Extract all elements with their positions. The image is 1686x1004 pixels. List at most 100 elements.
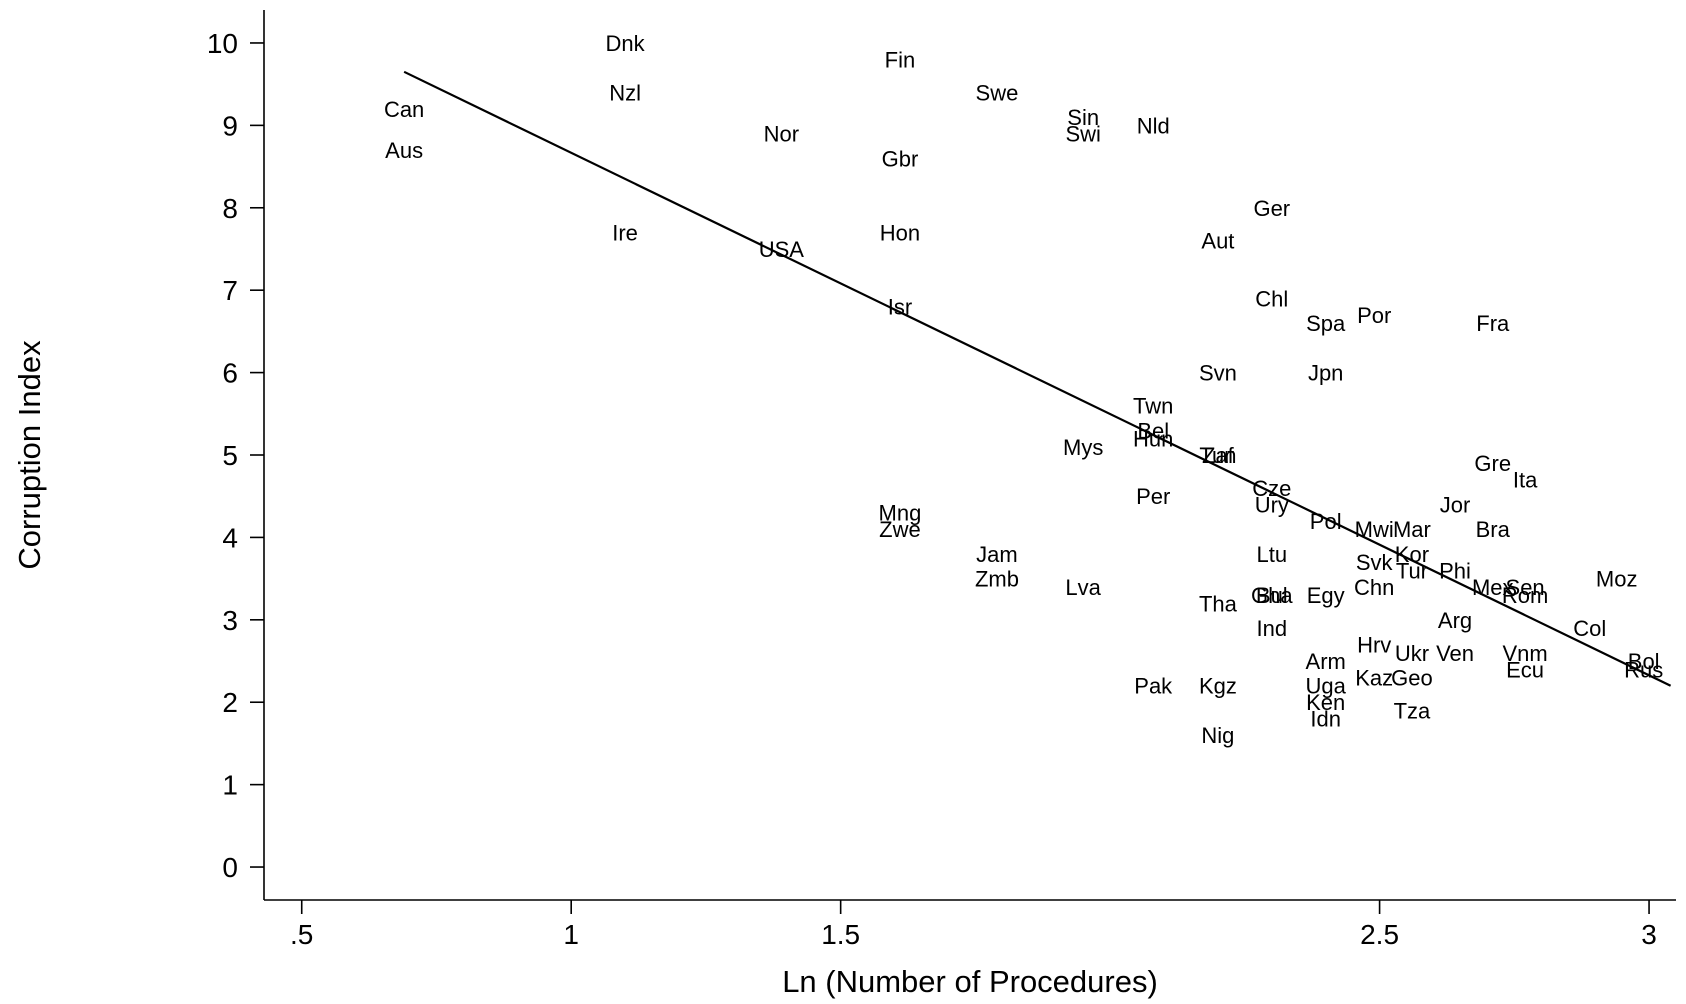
data-point-label: Ind [1257, 616, 1288, 641]
data-point-label: Sen [1506, 575, 1545, 600]
y-tick-label: 4 [222, 522, 238, 553]
data-point-label: Sin [1067, 105, 1099, 130]
data-point-label: Egy [1307, 583, 1345, 608]
data-point-label: Mar [1393, 517, 1431, 542]
data-point-label: Kgz [1199, 674, 1237, 699]
data-point-label: Kor [1395, 542, 1429, 567]
data-point-label: Moz [1596, 567, 1638, 592]
data-point-label: Gbr [882, 146, 919, 171]
data-point-label: Ltu [1257, 542, 1288, 567]
data-point-label: Swi [1065, 122, 1100, 147]
data-point-label: Swe [976, 80, 1019, 105]
data-point-label: Hon [880, 221, 920, 246]
data-point-label: USA [759, 237, 805, 262]
data-point-label: Nig [1201, 723, 1234, 748]
data-point-label: Zwe [879, 517, 921, 542]
data-point-label: Isr [888, 295, 912, 320]
data-point-label: Arm [1306, 649, 1346, 674]
data-point-label: Ury [1255, 492, 1289, 517]
data-point-label: Pol [1310, 509, 1342, 534]
data-point-label: Vnm [1502, 641, 1547, 666]
data-point-label: Bul [1256, 583, 1288, 608]
data-point-label: Rom [1502, 583, 1548, 608]
data-point-label: Uga [1306, 674, 1347, 699]
data-point-label: Fra [1476, 311, 1510, 336]
data-point-label: Por [1357, 303, 1391, 328]
data-point-label: Nor [764, 122, 799, 147]
data-point-label: Bra [1476, 517, 1511, 542]
data-point-label: Ecu [1506, 657, 1544, 682]
x-tick-label: .5 [290, 919, 313, 950]
data-point-label: Mng [879, 501, 922, 526]
data-point-label: Zmb [975, 567, 1019, 592]
x-tick-label: 1.5 [821, 919, 860, 950]
y-axis-ticks: 0 1 2 3 4 5 6 7 8 9 10 [207, 28, 264, 883]
data-point-label: Mwi [1355, 517, 1394, 542]
data-point-label: Bol [1628, 649, 1660, 674]
data-point-label: Dnk [606, 31, 646, 56]
data-point-label: Zaf [1202, 443, 1235, 468]
data-point-label: Tza [1394, 698, 1431, 723]
data-point-label: Twn [1133, 394, 1173, 419]
data-point-label: Nzl [609, 80, 641, 105]
data-point-label: Gha [1251, 583, 1293, 608]
x-axis-ticks: .5 1 1.5 2.5 3 [290, 900, 1657, 950]
y-tick-label: 8 [222, 193, 238, 224]
data-point-label: Nld [1137, 113, 1170, 138]
data-point-label: Ita [1513, 468, 1538, 493]
data-point-label: Geo [1391, 666, 1433, 691]
data-point-label: Cze [1252, 476, 1291, 501]
fitted-regression-line [403, 70, 1672, 687]
data-point-label: Can [384, 97, 424, 122]
data-point-label: Ger [1253, 196, 1290, 221]
data-point-label: Hun [1133, 427, 1173, 452]
data-point-label: Jpn [1308, 361, 1343, 386]
y-tick-label: 2 [222, 687, 238, 718]
data-point-label: Lva [1065, 575, 1101, 600]
x-tick-label: 2.5 [1360, 919, 1399, 950]
data-point-label: Ire [612, 221, 638, 246]
data-point-label: Jam [976, 542, 1018, 567]
data-point-label: Tun [1199, 443, 1236, 468]
data-point-label: Pak [1134, 674, 1173, 699]
data-point-label: Tur [1396, 558, 1428, 583]
x-tick-label: 1 [563, 919, 579, 950]
data-point-label: Ven [1436, 641, 1474, 666]
y-tick-label: 9 [222, 110, 238, 141]
data-point-label: Rus [1624, 657, 1663, 682]
data-point-label: Aut [1201, 229, 1234, 254]
y-tick-label: 6 [222, 358, 238, 389]
data-point-label: Mys [1063, 435, 1103, 460]
data-point-label: Chn [1354, 575, 1394, 600]
data-point-label: Idn [1310, 707, 1341, 732]
data-point-label: Col [1573, 616, 1606, 641]
data-point-label: Svk [1356, 550, 1394, 575]
data-point-label: Aus [385, 138, 423, 163]
y-tick-label: 3 [222, 605, 238, 636]
data-point-label: Phi [1439, 558, 1471, 583]
data-point-label: Arg [1438, 608, 1472, 633]
data-point-label: Ken [1306, 690, 1345, 715]
data-point-label: Per [1136, 484, 1170, 509]
data-point-label: Spa [1306, 311, 1346, 336]
data-point-label: Chl [1255, 286, 1288, 311]
y-tick-label: 7 [222, 275, 238, 306]
y-axis-title: Corruption Index [12, 340, 47, 570]
data-point-label: Kaz [1355, 666, 1393, 691]
data-point-label: Tha [1199, 591, 1238, 616]
data-point-label: Fin [885, 47, 916, 72]
x-axis-title: Ln (Number of Procedures) [782, 964, 1158, 999]
y-tick-label: 1 [222, 770, 238, 801]
y-tick-label: 5 [222, 440, 238, 471]
data-point-label: Jor [1440, 492, 1471, 517]
data-point-label: Svn [1199, 361, 1237, 386]
data-point-label: Ukr [1395, 641, 1429, 666]
data-point-label: Bel [1137, 418, 1169, 443]
y-tick-label: 0 [222, 852, 238, 883]
data-point-label: Mex [1472, 575, 1514, 600]
x-tick-label: 3 [1641, 919, 1657, 950]
data-point-label: Hrv [1357, 633, 1391, 658]
